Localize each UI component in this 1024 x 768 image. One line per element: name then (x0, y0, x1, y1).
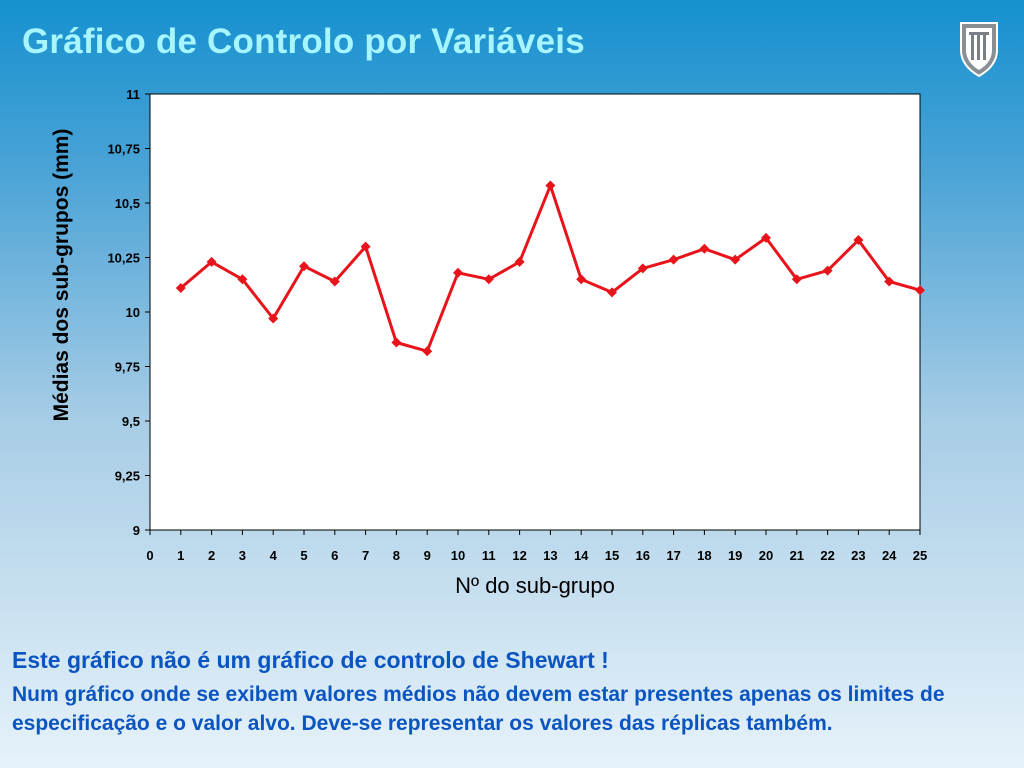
x-tick-label: 8 (393, 548, 400, 563)
data-point (761, 232, 771, 243)
x-tick-label: 18 (697, 548, 711, 563)
x-tick-label: 1 (177, 548, 184, 563)
y-tick-label: 10,25 (107, 251, 140, 266)
x-tick-label: 2 (208, 548, 215, 563)
x-tick-label: 0 (146, 548, 153, 563)
data-point (175, 283, 186, 294)
data-point (822, 265, 833, 276)
slide-title: Gráfico de Controlo por Variáveis (22, 22, 585, 61)
x-tick-label: 4 (270, 548, 278, 563)
university-shield-logo-icon (960, 22, 998, 78)
y-tick-label: 10 (126, 305, 140, 320)
plot-area (149, 93, 921, 531)
y-tick-label: 9 (133, 523, 140, 538)
note-body: Num gráfico onde se exibem valores médio… (12, 683, 945, 735)
data-point (360, 241, 371, 252)
data-point (299, 261, 309, 272)
data-point (483, 274, 494, 285)
data-point (391, 337, 402, 348)
data-point (607, 287, 617, 298)
x-tick-label: 25 (913, 548, 927, 563)
data-point (884, 276, 895, 287)
data-point (699, 243, 710, 254)
y-tick-label: 9,25 (115, 469, 140, 484)
x-tick-label: 7 (362, 548, 369, 563)
data-point (237, 274, 248, 285)
x-tick-label: 17 (666, 548, 680, 563)
x-tick-label: 11 (482, 548, 496, 563)
x-tick-label: 20 (759, 548, 773, 563)
x-tick-label: 10 (451, 548, 465, 563)
x-tick-label: 12 (512, 548, 526, 563)
x-axis-label: Nº do sub-grupo (455, 573, 615, 598)
y-tick-label: 9,5 (122, 414, 140, 429)
y-tick-label: 10,5 (115, 196, 140, 211)
x-tick-label: 21 (790, 548, 804, 563)
data-point (668, 254, 679, 265)
y-tick-label: 9,75 (115, 360, 140, 375)
x-tick-label: 24 (882, 548, 897, 563)
note-heading: Este gráfico não é um gráfico de control… (12, 647, 609, 673)
y-tick-label: 10,75 (107, 142, 140, 157)
x-tick-label: 5 (300, 548, 307, 563)
data-point (268, 313, 279, 324)
data-point (730, 254, 741, 265)
x-tick-label: 23 (851, 548, 865, 563)
data-point (576, 274, 587, 285)
data-point (206, 256, 217, 267)
data-point (791, 274, 802, 285)
data-point (637, 263, 648, 274)
x-tick-label: 3 (239, 548, 246, 563)
x-tick-label: 19 (728, 548, 742, 563)
y-tick-label: 11 (126, 87, 140, 102)
data-point (329, 276, 340, 287)
x-tick-label: 16 (636, 548, 650, 563)
data-point (514, 256, 525, 267)
x-tick-label: 9 (424, 548, 431, 563)
x-tick-label: 22 (820, 548, 834, 563)
data-point (545, 180, 556, 191)
data-point (453, 267, 463, 278)
data-point (422, 346, 433, 357)
x-tick-label: 6 (331, 548, 338, 563)
x-tick-label: 13 (543, 548, 557, 563)
data-point (853, 235, 864, 246)
x-tick-label: 15 (605, 548, 619, 563)
data-point (915, 285, 925, 296)
y-axis-label: Médias dos sub-grupos (mm) (50, 128, 73, 422)
x-tick-label: 14 (574, 548, 589, 563)
